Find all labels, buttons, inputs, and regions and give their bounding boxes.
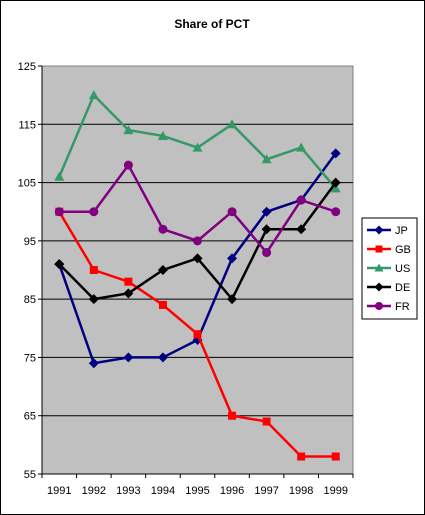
data-point bbox=[374, 263, 384, 272]
data-point bbox=[374, 282, 384, 292]
data-point bbox=[88, 358, 99, 369]
legend-label: DE bbox=[395, 282, 410, 294]
axes: 55 65 75 85 95 105 115 125 1991 1992 1993 1994 1995 1… bbox=[18, 61, 354, 497]
data-point bbox=[124, 277, 133, 286]
data-point bbox=[330, 148, 341, 159]
data-point bbox=[123, 125, 134, 135]
data-point bbox=[375, 245, 383, 253]
data-point bbox=[54, 207, 64, 217]
y-tick-label: 115 bbox=[18, 119, 36, 131]
data-point bbox=[123, 288, 134, 299]
data-point bbox=[192, 142, 203, 152]
y-tick-label: 125 bbox=[18, 61, 36, 73]
data-point bbox=[375, 302, 383, 310]
data-point bbox=[158, 224, 168, 234]
data-point bbox=[157, 265, 168, 275]
data-point bbox=[262, 248, 272, 258]
data-point bbox=[331, 207, 341, 217]
x-tick-label: 1994 bbox=[151, 485, 175, 497]
data-point bbox=[330, 177, 341, 188]
data-point bbox=[192, 253, 203, 264]
data-point bbox=[54, 171, 65, 181]
data-point bbox=[262, 417, 271, 426]
y-tick-label: 85 bbox=[24, 294, 36, 306]
y-tick-label: 75 bbox=[24, 352, 36, 364]
legend-item-us: US bbox=[367, 263, 410, 275]
data-point bbox=[89, 266, 98, 274]
data-point bbox=[54, 259, 65, 270]
data-point bbox=[157, 130, 168, 140]
y-tick-label: 65 bbox=[24, 411, 36, 423]
data-point bbox=[227, 253, 238, 264]
data-point bbox=[193, 236, 202, 246]
y-tick-label: 105 bbox=[18, 178, 36, 190]
legend-label: GB bbox=[395, 244, 411, 256]
data-point bbox=[330, 183, 341, 193]
data-point bbox=[123, 160, 133, 170]
chart-title: Share of PCT bbox=[174, 17, 250, 31]
data-point bbox=[374, 225, 384, 235]
legend-item-fr: FR bbox=[367, 301, 410, 313]
series-fr bbox=[54, 160, 341, 258]
data-point bbox=[193, 330, 202, 339]
legend-item-de: DE bbox=[367, 282, 410, 294]
data-point bbox=[158, 300, 167, 309]
x-tick-label: 1996 bbox=[220, 485, 244, 497]
data-point bbox=[88, 90, 99, 100]
series-us bbox=[54, 90, 341, 193]
data-point bbox=[296, 224, 307, 235]
data-point bbox=[227, 207, 237, 217]
series-layer bbox=[54, 90, 341, 461]
x-tick-label: 1998 bbox=[289, 485, 313, 497]
data-point bbox=[296, 142, 307, 152]
legend-label: FR bbox=[395, 301, 410, 313]
x-tick-label: 1991 bbox=[47, 485, 71, 497]
legend-item-jp: JP bbox=[367, 225, 408, 237]
data-point bbox=[261, 224, 272, 235]
data-point bbox=[261, 154, 272, 164]
legend-item-gb: GB bbox=[367, 244, 411, 256]
data-point bbox=[157, 352, 168, 363]
legend-label: JP bbox=[395, 225, 408, 237]
data-point bbox=[227, 294, 238, 305]
y-tick-label: 95 bbox=[24, 236, 36, 248]
data-point bbox=[261, 206, 272, 217]
data-point bbox=[123, 352, 134, 363]
x-tick-label: 1999 bbox=[323, 485, 347, 497]
legend-label: US bbox=[395, 263, 410, 275]
legend: JP GB US DE FR bbox=[361, 217, 418, 320]
data-point bbox=[88, 294, 99, 305]
y-tick-label: 55 bbox=[24, 469, 36, 481]
x-tick-label: 1992 bbox=[82, 485, 106, 497]
data-point bbox=[297, 452, 306, 461]
plot-area bbox=[41, 65, 354, 475]
x-tick-label: 1993 bbox=[116, 485, 140, 497]
x-tick-label: 1997 bbox=[254, 485, 278, 497]
data-point bbox=[331, 452, 340, 461]
x-tick-label: 1995 bbox=[185, 485, 209, 497]
data-point bbox=[228, 411, 237, 420]
data-point bbox=[89, 207, 99, 217]
series-de bbox=[54, 177, 341, 305]
data-point bbox=[227, 119, 238, 129]
data-point bbox=[296, 195, 306, 205]
